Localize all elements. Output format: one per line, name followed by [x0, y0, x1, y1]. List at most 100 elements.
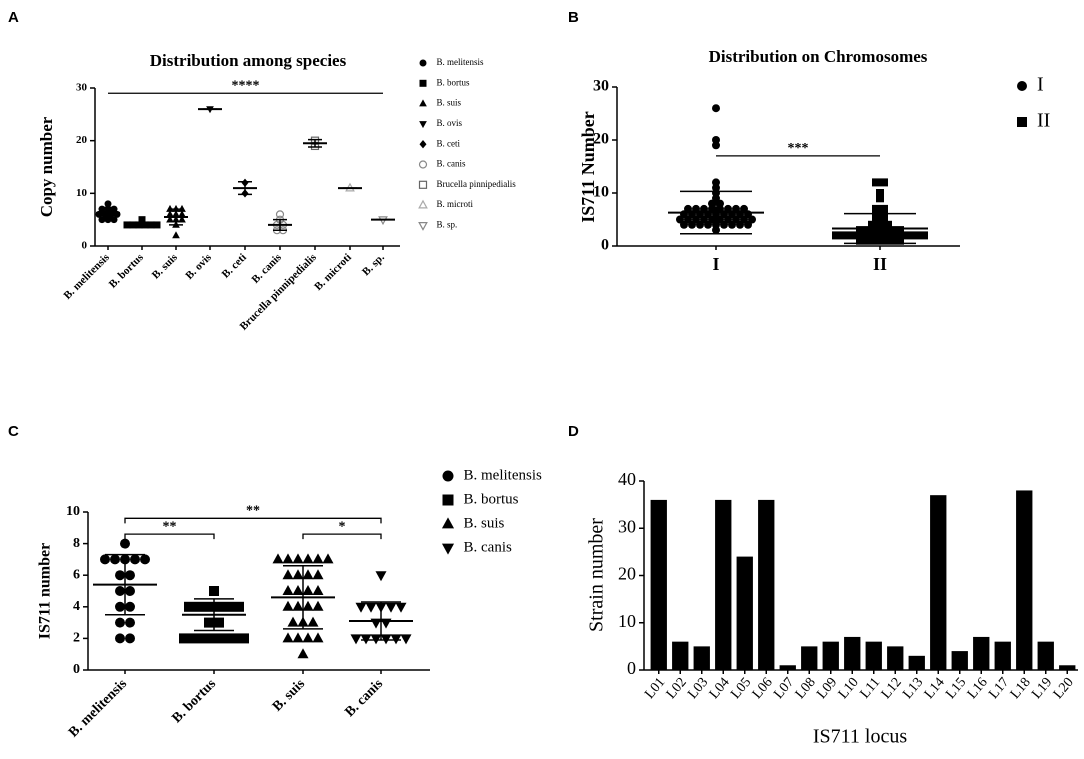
x-tick-label: L18 — [1008, 675, 1034, 702]
legend-label: B. ovis — [437, 118, 463, 128]
data-point — [214, 617, 224, 628]
panel-letter: D — [568, 423, 579, 440]
legend-marker — [1017, 117, 1027, 127]
x-tick-label: B. melitensis — [66, 676, 130, 740]
x-tick-label: L10 — [836, 675, 862, 702]
y-axis-label: Strain number — [586, 518, 608, 632]
legend-label: II — [1037, 110, 1050, 132]
significance-bracket — [124, 533, 215, 540]
data-point — [287, 616, 299, 627]
x-tick-label: L02 — [664, 675, 690, 702]
data-point — [355, 602, 367, 613]
data-point — [115, 601, 125, 612]
y-tick-label: 30 — [76, 82, 88, 94]
legend-label: B. suis — [464, 515, 505, 531]
x-tick-label: B. melitensis — [62, 251, 113, 302]
data-point — [209, 586, 219, 596]
y-tick-label: 20 — [618, 564, 636, 584]
data-point — [350, 634, 362, 645]
data-point — [204, 617, 214, 628]
error-bar — [169, 208, 183, 226]
bar — [1037, 641, 1054, 670]
legend-label: Brucella pinnipedialis — [437, 179, 517, 189]
data-point — [110, 216, 118, 224]
data-point — [219, 633, 229, 644]
data-point — [696, 220, 704, 229]
legend-label: B. bortus — [437, 77, 471, 87]
legend-marker — [1017, 81, 1027, 91]
x-tick-label: L06 — [750, 675, 776, 702]
data-point — [307, 616, 319, 627]
x-tick-label: L07 — [771, 675, 797, 702]
error-bar — [105, 553, 145, 616]
legend-label: B. canis — [437, 159, 466, 169]
bar — [865, 641, 882, 670]
y-axis-label: IS711 number — [37, 543, 54, 639]
data-point — [153, 221, 161, 229]
x-tick-label: B. sp. — [360, 251, 387, 278]
data-point — [840, 231, 848, 240]
data-point — [234, 601, 244, 612]
error-bar — [101, 206, 115, 219]
data-point — [712, 141, 720, 150]
data-point — [166, 215, 174, 223]
significance-label: **** — [232, 78, 260, 93]
x-tick-label: L16 — [965, 675, 991, 702]
significance-label: ** — [246, 504, 260, 519]
data-point — [896, 226, 904, 235]
data-point — [125, 586, 135, 596]
data-point — [880, 231, 888, 240]
data-point — [872, 204, 880, 213]
data-point — [312, 600, 324, 611]
data-point — [888, 236, 896, 245]
legend-marker — [418, 222, 428, 231]
legend-marker — [442, 494, 454, 506]
data-point — [178, 210, 186, 218]
data-point — [880, 204, 888, 213]
y-tick-label: 30 — [618, 516, 636, 536]
x-axis-label: IS711 locus — [813, 726, 907, 748]
data-point — [880, 215, 888, 224]
legend-label: B. melitensis — [437, 57, 484, 67]
legend-label: B. ceti — [437, 138, 461, 148]
y-tick-label: 6 — [73, 567, 80, 582]
x-tick-label: L08 — [793, 675, 819, 702]
data-point — [302, 569, 314, 580]
bar — [801, 646, 818, 670]
bar — [973, 636, 990, 670]
data-point — [125, 570, 135, 581]
y-tick-label: 40 — [618, 469, 636, 489]
data-point — [282, 632, 294, 643]
error-bar — [844, 212, 916, 245]
legend-label: B. suis — [437, 98, 462, 108]
data-point — [872, 226, 880, 235]
data-point — [400, 634, 412, 645]
data-point — [272, 553, 284, 564]
data-point — [292, 600, 304, 611]
legend-label: B. canis — [464, 539, 512, 555]
x-tick-label: B. microti — [312, 251, 354, 293]
data-point — [736, 220, 744, 229]
data-point — [282, 600, 294, 611]
data-point — [744, 220, 752, 229]
data-point — [920, 231, 928, 240]
bar — [994, 641, 1011, 670]
error-bar — [238, 180, 252, 196]
data-point — [880, 236, 888, 245]
x-tick-label: L12 — [879, 675, 905, 702]
y-axis-label: Copy number — [37, 116, 56, 217]
error-bar — [273, 218, 287, 231]
data-point — [125, 617, 135, 628]
data-point — [302, 632, 314, 643]
y-tick-label: 0 — [627, 658, 636, 678]
significance-label: * — [339, 519, 346, 534]
data-point — [115, 617, 125, 628]
data-point — [209, 633, 219, 644]
data-point — [194, 601, 204, 612]
x-tick-label: L05 — [728, 675, 754, 702]
x-tick-label: II — [873, 254, 887, 274]
data-point — [204, 601, 214, 612]
legend-marker — [442, 470, 454, 482]
data-point — [856, 231, 864, 240]
legend-marker — [419, 121, 427, 129]
